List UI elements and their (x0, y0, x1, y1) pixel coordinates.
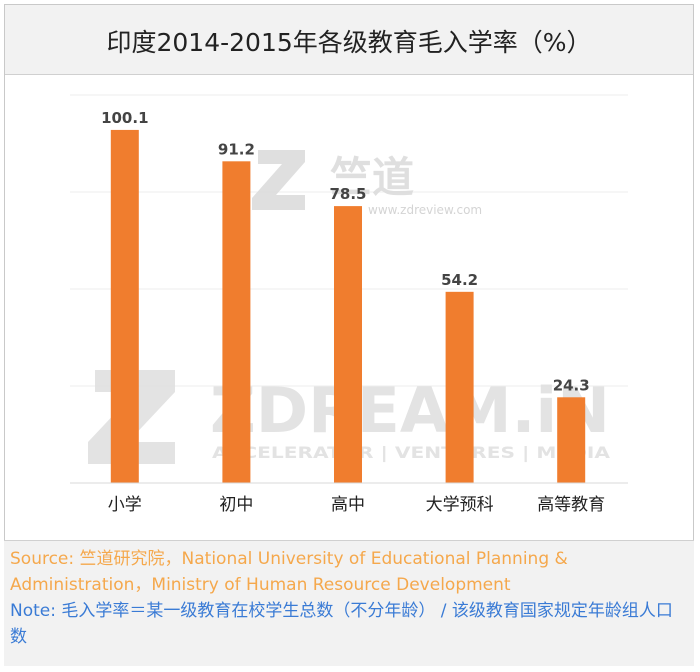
source-text: Source: 竺道研究院，National University of Edu… (10, 549, 568, 595)
bars (110, 129, 586, 484)
bar-5 (557, 397, 586, 483)
data-label-5: 24.3 (553, 376, 590, 394)
bar-4 (445, 291, 474, 483)
bar-2 (222, 161, 251, 483)
note-text: Note: 毛入学率＝某一级教育在校学生总数（不分年龄） / 该级教育国家规定年… (10, 601, 673, 647)
watermark-top-logo-icon (252, 150, 305, 210)
category-label-1: 小学 (108, 495, 142, 515)
data-labels: 100.1 91.2 78.5 54.2 24.3 (101, 109, 590, 394)
watermark: 竺道 www.zdreview.com ZDREAM.iN ACCELERATO… (88, 150, 611, 464)
category-label-5: 高等教育 (537, 495, 605, 515)
category-label-2: 初中 (219, 495, 253, 515)
data-label-3: 78.5 (329, 185, 366, 203)
bar-3 (334, 206, 362, 484)
notes-panel: Source: 竺道研究院，National University of Edu… (4, 540, 694, 666)
bar-1 (110, 129, 139, 484)
data-label-4: 54.2 (441, 271, 478, 289)
chart-title: 印度2014-2015年各级教育毛入学率（%） (106, 28, 592, 57)
watermark-main-tagline: ACCELERATOR | VENTURES | MEDIA (212, 443, 611, 463)
watermark-top-brand: 竺道 (330, 153, 414, 202)
watermark-main-brand: ZDREAM.iN (210, 374, 610, 447)
data-label-1: 100.1 (101, 109, 148, 127)
title-bar: 印度2014-2015年各级教育毛入学率（%） (5, 5, 693, 75)
watermark-top-url: www.zdreview.com (368, 203, 482, 217)
category-label-4: 大学预科 (426, 495, 494, 515)
category-label-3: 高中 (331, 495, 365, 515)
category-labels: 小学 初中 高中 大学预科 高等教育 (108, 495, 605, 515)
data-label-2: 91.2 (218, 140, 255, 158)
bar-chart: 竺道 www.zdreview.com ZDREAM.iN ACCELERATO… (70, 94, 628, 515)
